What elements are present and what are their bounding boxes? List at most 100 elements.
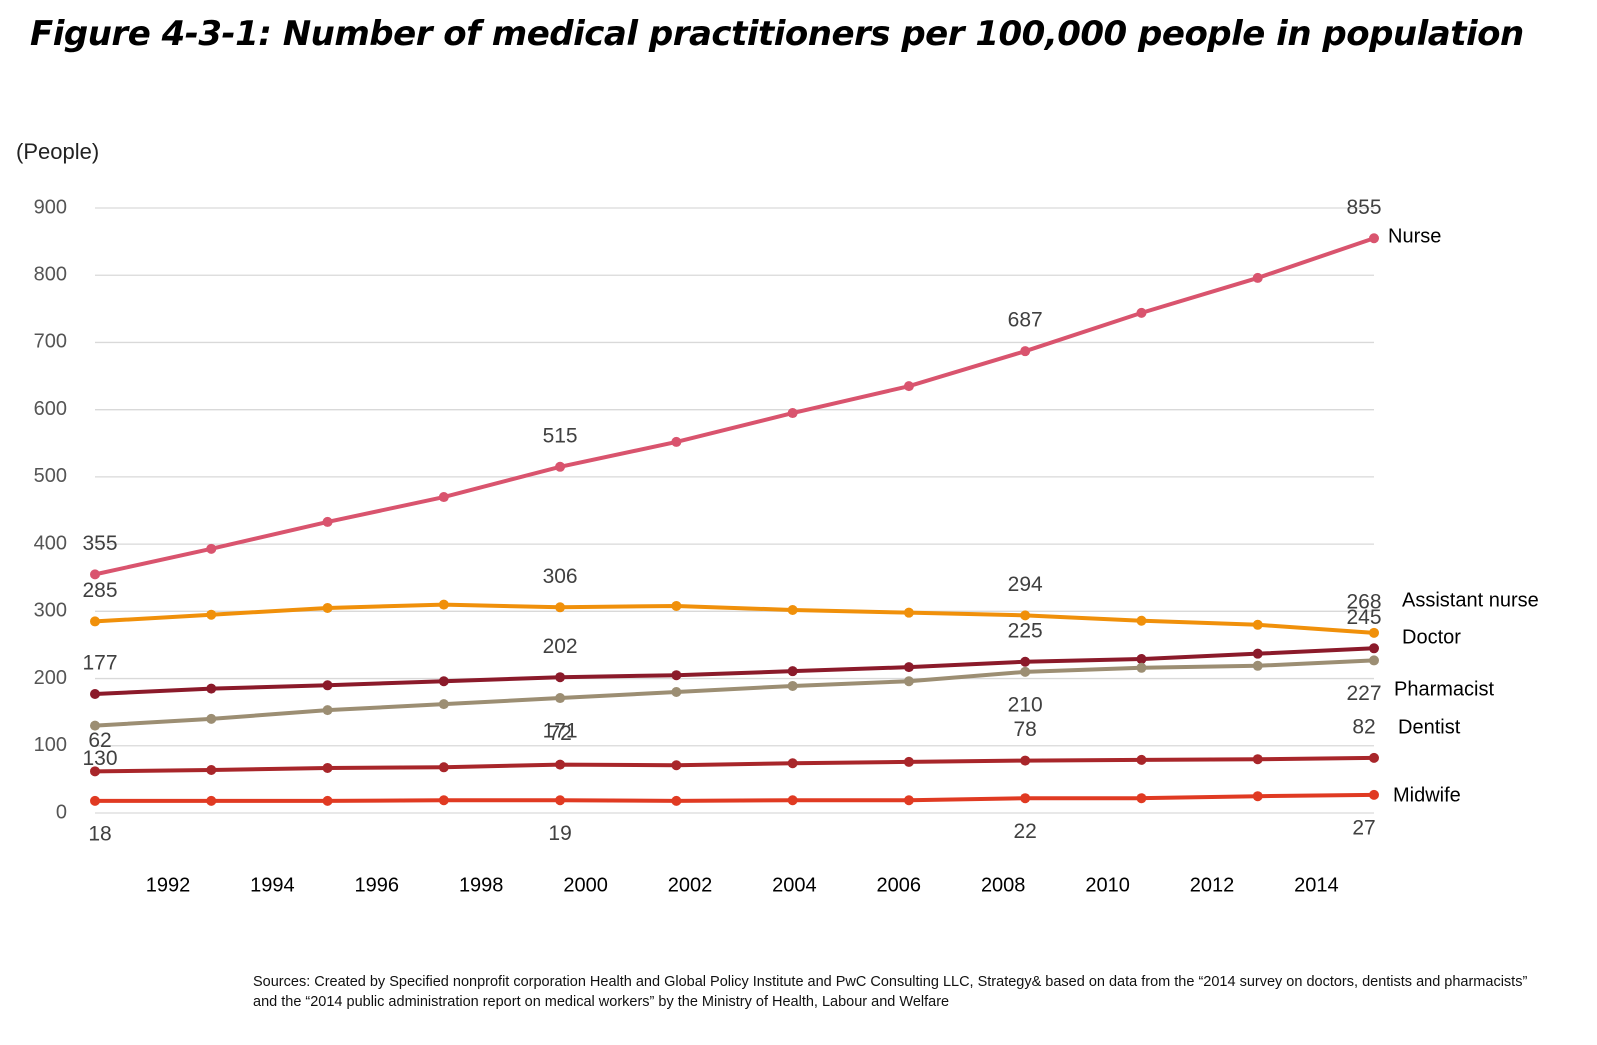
series-line bbox=[94, 755, 1375, 774]
x-tick-label: 2004 bbox=[772, 874, 817, 896]
data-point bbox=[206, 764, 217, 775]
data-point bbox=[1369, 789, 1379, 800]
x-tick-label: 1992 bbox=[146, 874, 191, 896]
data-point bbox=[206, 543, 217, 554]
data-label: 210 bbox=[1008, 693, 1043, 716]
data-label: 202 bbox=[543, 635, 578, 658]
data-label: 268 bbox=[1346, 590, 1381, 613]
series-name: Dentist bbox=[1398, 716, 1461, 738]
y-tick-label: 800 bbox=[34, 264, 67, 286]
data-label: 130 bbox=[82, 747, 117, 770]
data-point bbox=[1020, 656, 1031, 667]
series-name: Nurse bbox=[1388, 225, 1441, 247]
data-point bbox=[903, 676, 914, 687]
data-point bbox=[903, 662, 914, 673]
x-tick-label: 2002 bbox=[668, 874, 713, 896]
data-point bbox=[787, 680, 798, 691]
data-point bbox=[1369, 655, 1379, 666]
data-point bbox=[1136, 662, 1147, 673]
series-line bbox=[94, 658, 1375, 728]
data-point bbox=[671, 760, 682, 771]
data-point bbox=[1252, 791, 1263, 802]
data-point bbox=[555, 795, 566, 806]
series-line bbox=[95, 792, 1375, 803]
y-tick-label: 900 bbox=[34, 196, 67, 218]
series-line bbox=[94, 236, 1375, 577]
x-tick-label: 2014 bbox=[1294, 874, 1339, 896]
y-tick-label: 400 bbox=[34, 532, 67, 554]
y-axis-label: (People) bbox=[16, 139, 99, 164]
data-point bbox=[903, 607, 914, 618]
data-point bbox=[206, 609, 217, 620]
source-note: Sources: Created by Specified nonprofit … bbox=[253, 974, 1528, 1010]
data-point bbox=[90, 720, 100, 731]
y-tick-label: 0 bbox=[56, 801, 67, 823]
data-point bbox=[1136, 793, 1147, 804]
data-point bbox=[1020, 610, 1031, 621]
data-point bbox=[1020, 346, 1031, 357]
data-point bbox=[206, 713, 217, 724]
y-tick-label: 300 bbox=[34, 600, 67, 622]
data-point bbox=[1252, 272, 1263, 283]
data-point bbox=[322, 516, 333, 527]
data-point bbox=[555, 693, 566, 704]
data-point bbox=[671, 600, 682, 611]
data-point bbox=[1369, 627, 1379, 638]
data-label: 855 bbox=[1346, 196, 1381, 219]
data-label: 62 bbox=[88, 729, 111, 752]
data-label: 18 bbox=[88, 822, 111, 845]
data-point bbox=[1252, 619, 1263, 630]
series-name: Midwife bbox=[1393, 784, 1461, 806]
data-point bbox=[555, 672, 566, 683]
data-label: 294 bbox=[1008, 573, 1043, 596]
data-point bbox=[322, 705, 333, 716]
data-label: 285 bbox=[82, 579, 117, 602]
data-point bbox=[1020, 793, 1031, 804]
data-point bbox=[1252, 754, 1263, 765]
data-label: 306 bbox=[543, 565, 578, 588]
data-point bbox=[787, 758, 798, 769]
series-name: Doctor bbox=[1402, 626, 1461, 648]
data-point bbox=[322, 762, 333, 773]
data-label: 78 bbox=[1014, 718, 1037, 741]
data-point bbox=[90, 569, 100, 580]
data-point bbox=[1136, 754, 1147, 765]
data-point bbox=[671, 795, 682, 806]
data-point bbox=[671, 670, 682, 681]
data-point bbox=[322, 602, 333, 613]
data-point bbox=[438, 676, 449, 687]
y-tick-label: 500 bbox=[34, 465, 67, 487]
data-point bbox=[1252, 660, 1263, 671]
data-point bbox=[1136, 615, 1147, 626]
data-point bbox=[1020, 666, 1031, 677]
data-point bbox=[438, 699, 449, 710]
x-tick-label: 2010 bbox=[1085, 874, 1130, 896]
data-label: 355 bbox=[82, 532, 117, 555]
chart-title: Figure 4-3-1: Number of medical practiti… bbox=[30, 14, 1524, 54]
y-tick-label: 100 bbox=[34, 734, 67, 756]
x-tick-label: 2006 bbox=[877, 874, 922, 896]
x-tick-label: 2000 bbox=[563, 874, 608, 896]
data-point bbox=[206, 795, 217, 806]
y-tick-label: 700 bbox=[34, 331, 67, 353]
data-point bbox=[1136, 307, 1147, 318]
x-tick-label: 2008 bbox=[981, 874, 1026, 896]
data-label: 177 bbox=[82, 652, 117, 675]
x-tick-label: 2012 bbox=[1190, 874, 1235, 896]
data-label: 687 bbox=[1008, 309, 1043, 332]
data-point bbox=[671, 436, 682, 447]
x-tick-label: 1996 bbox=[355, 874, 400, 896]
series-line bbox=[94, 602, 1375, 635]
data-label: 225 bbox=[1008, 619, 1043, 642]
data-point bbox=[1369, 752, 1379, 763]
series-name: Assistant nurse bbox=[1402, 589, 1539, 611]
data-point bbox=[903, 756, 914, 767]
data-point bbox=[438, 492, 449, 503]
data-point bbox=[555, 461, 566, 472]
x-tick-label: 1998 bbox=[459, 874, 504, 896]
data-point bbox=[903, 795, 914, 806]
data-point bbox=[787, 604, 798, 615]
data-point bbox=[1020, 755, 1031, 766]
